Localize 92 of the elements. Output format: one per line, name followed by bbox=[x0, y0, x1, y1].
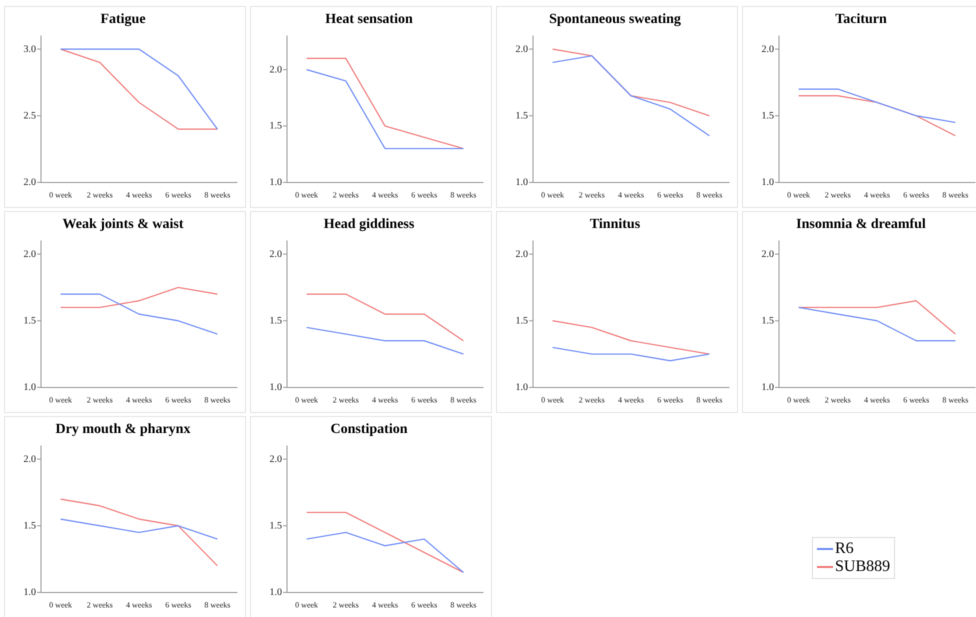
y-tick-label: 1.5 bbox=[762, 315, 774, 326]
y-tick-label: 1.0 bbox=[24, 587, 36, 598]
x-tick-label: 8 weeks bbox=[696, 395, 722, 404]
x-tick-label: 2 weeks bbox=[578, 395, 605, 404]
x-tick-label: 4 weeks bbox=[372, 395, 398, 404]
x-tick-label: 2 weeks bbox=[86, 395, 113, 404]
y-tick-label: 2.0 bbox=[516, 248, 528, 260]
y-tick-label: 1.0 bbox=[270, 587, 282, 598]
y-tick-label: 2.0 bbox=[24, 248, 36, 260]
x-tick-label: 2 weeks bbox=[86, 190, 113, 200]
x-tick-label: 2 weeks bbox=[86, 600, 113, 610]
x-tick-label: 6 weeks bbox=[411, 395, 438, 404]
legend-label: SUB889 bbox=[835, 558, 890, 576]
x-tick-label: 4 weeks bbox=[864, 395, 890, 404]
x-tick-label: 6 weeks bbox=[903, 190, 930, 200]
x-tick-label: 0 week bbox=[295, 600, 318, 610]
x-tick-label: 2 weeks bbox=[332, 190, 359, 200]
x-tick-label: 0 week bbox=[49, 190, 72, 200]
chart-title: Taciturn bbox=[835, 12, 888, 28]
legend-label: R6 bbox=[835, 540, 854, 558]
chart-title: Insomnia & dreamful bbox=[796, 217, 926, 232]
chart-title: Constipation bbox=[330, 422, 408, 438]
x-tick-label: 8 weeks bbox=[942, 395, 968, 404]
y-tick-label: 1.0 bbox=[270, 382, 282, 394]
x-tick-label: 6 weeks bbox=[165, 600, 192, 610]
chart-title: Fatigue bbox=[100, 12, 146, 28]
x-tick-label: 6 weeks bbox=[165, 395, 192, 404]
x-tick-label: 4 weeks bbox=[372, 600, 398, 610]
y-tick-label: 1.5 bbox=[270, 120, 282, 132]
x-tick-label: 4 weeks bbox=[126, 395, 152, 404]
x-tick-label: 4 weeks bbox=[618, 190, 644, 200]
x-tick-label: 2 weeks bbox=[824, 395, 851, 404]
y-tick-label: 1.0 bbox=[516, 382, 528, 394]
y-tick-label: 1.0 bbox=[762, 382, 774, 394]
y-tick-label: 1.5 bbox=[516, 315, 528, 326]
y-tick-label: 1.5 bbox=[24, 315, 36, 326]
y-tick-label: 2.0 bbox=[762, 44, 774, 55]
y-tick-label: 2.0 bbox=[270, 454, 282, 465]
x-tick-label: 2 weeks bbox=[332, 600, 359, 610]
y-tick-label: 2.5 bbox=[24, 110, 36, 122]
y-tick-label: 2.0 bbox=[270, 248, 282, 260]
y-tick-label: 1.5 bbox=[270, 520, 282, 532]
x-tick-label: 8 weeks bbox=[942, 190, 968, 200]
x-tick-label: 2 weeks bbox=[824, 190, 851, 200]
x-tick-label: 4 weeks bbox=[864, 190, 890, 200]
y-tick-label: 2.0 bbox=[24, 454, 36, 465]
y-tick-label: 1.0 bbox=[24, 382, 36, 394]
x-tick-label: 4 weeks bbox=[126, 600, 152, 610]
chart-title: Heat sensation bbox=[325, 12, 413, 28]
y-tick-label: 1.0 bbox=[516, 177, 528, 188]
y-tick-label: 2.0 bbox=[516, 44, 528, 55]
x-tick-label: 4 weeks bbox=[618, 395, 644, 404]
y-tick-label: 1.5 bbox=[24, 520, 36, 532]
x-tick-label: 0 week bbox=[49, 600, 72, 610]
x-tick-label: 0 week bbox=[541, 190, 564, 200]
chart-title: Tinnitus bbox=[590, 217, 641, 232]
chart-title: Spontaneous sweating bbox=[549, 12, 681, 28]
x-tick-label: 8 weeks bbox=[204, 395, 230, 404]
y-tick-label: 1.5 bbox=[270, 315, 282, 326]
x-tick-label: 6 weeks bbox=[903, 395, 930, 404]
y-tick-label: 1.5 bbox=[516, 110, 528, 122]
x-tick-label: 6 weeks bbox=[411, 600, 438, 610]
x-tick-label: 6 weeks bbox=[165, 190, 192, 200]
chart-title: Dry mouth & pharynx bbox=[56, 422, 190, 438]
x-tick-label: 8 weeks bbox=[696, 190, 722, 200]
y-tick-label: 1.5 bbox=[762, 110, 774, 122]
y-tick-label: 2.0 bbox=[762, 248, 774, 260]
x-tick-label: 4 weeks bbox=[126, 190, 152, 200]
x-tick-label: 0 week bbox=[295, 395, 318, 404]
chart-title: Weak joints & waist bbox=[62, 217, 184, 232]
x-tick-label: 0 week bbox=[787, 395, 810, 404]
x-tick-label: 2 weeks bbox=[578, 190, 605, 200]
y-tick-label: 2.0 bbox=[24, 177, 36, 188]
y-tick-label: 2.0 bbox=[270, 64, 282, 76]
y-tick-label: 1.0 bbox=[762, 177, 774, 188]
x-tick-label: 0 week bbox=[541, 395, 564, 404]
x-tick-label: 0 week bbox=[49, 395, 72, 404]
x-tick-label: 8 weeks bbox=[450, 395, 476, 404]
x-tick-label: 4 weeks bbox=[372, 190, 398, 200]
y-tick-label: 3.0 bbox=[24, 44, 36, 55]
chart-title: Head giddiness bbox=[324, 217, 415, 232]
x-tick-label: 2 weeks bbox=[332, 395, 359, 404]
x-tick-label: 0 week bbox=[787, 190, 810, 200]
x-tick-label: 6 weeks bbox=[657, 190, 684, 200]
x-tick-label: 6 weeks bbox=[657, 395, 684, 404]
x-tick-label: 0 week bbox=[295, 190, 318, 200]
x-tick-label: 8 weeks bbox=[204, 190, 230, 200]
y-tick-label: 1.0 bbox=[270, 177, 282, 188]
x-tick-label: 6 weeks bbox=[411, 190, 438, 200]
x-tick-label: 8 weeks bbox=[204, 600, 230, 610]
x-tick-label: 8 weeks bbox=[450, 190, 476, 200]
x-tick-label: 8 weeks bbox=[450, 600, 476, 610]
